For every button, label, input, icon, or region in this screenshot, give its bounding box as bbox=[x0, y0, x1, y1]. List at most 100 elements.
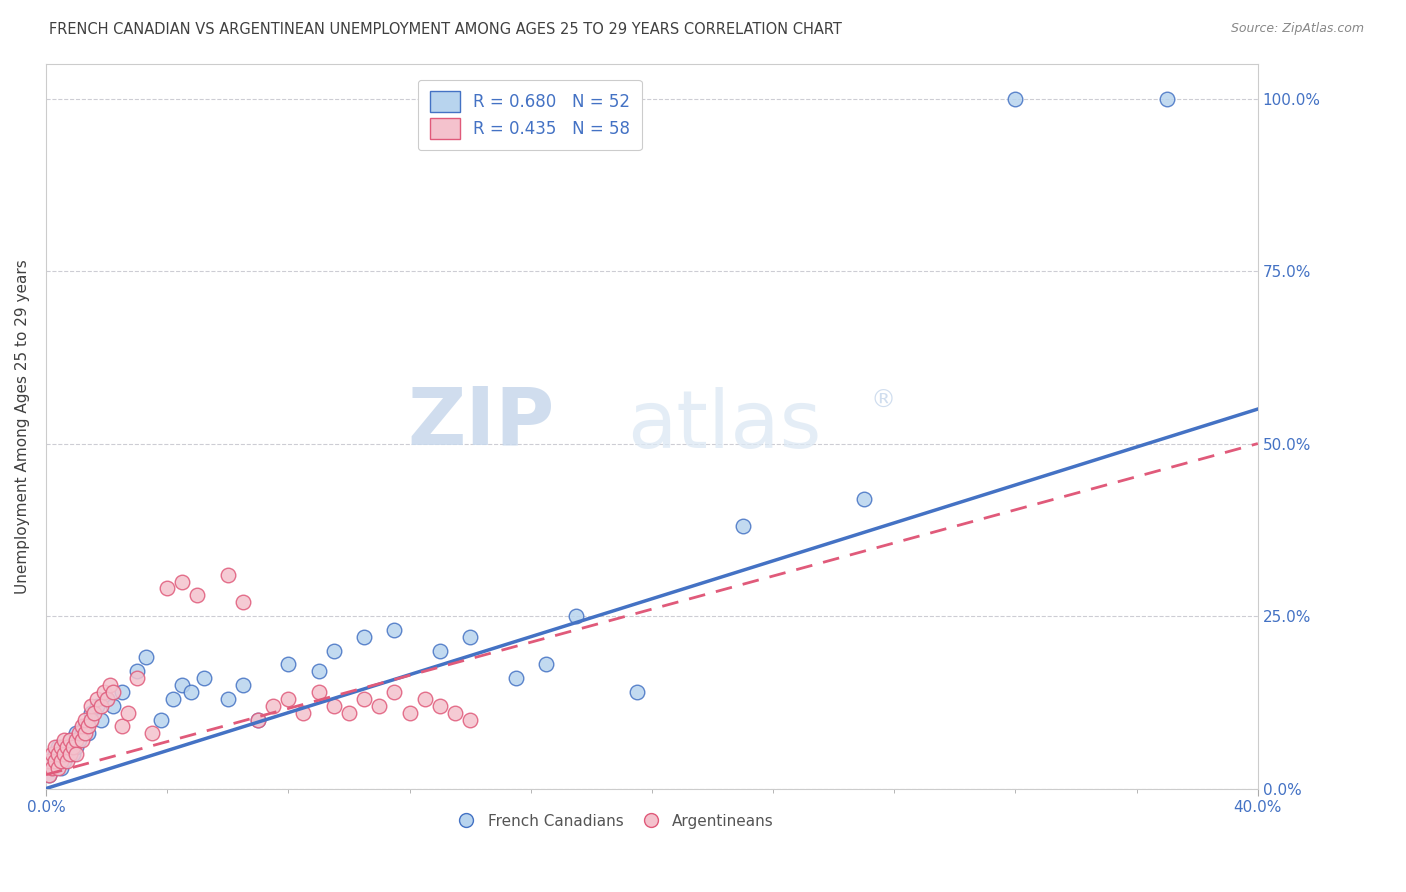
Point bbox=[62, 740, 84, 755]
Point bbox=[65, 740, 87, 755]
Point bbox=[368, 698, 391, 713]
Point bbox=[41, 761, 63, 775]
Point bbox=[41, 761, 63, 775]
Point bbox=[413, 691, 436, 706]
Point bbox=[89, 713, 111, 727]
Point bbox=[46, 761, 69, 775]
Point bbox=[65, 733, 87, 747]
Point bbox=[444, 706, 467, 720]
Point bbox=[96, 691, 118, 706]
Point bbox=[46, 747, 69, 761]
Text: ®: ® bbox=[870, 389, 896, 413]
Point bbox=[308, 665, 330, 679]
Point bbox=[53, 733, 76, 747]
Point bbox=[186, 588, 208, 602]
Point bbox=[337, 706, 360, 720]
Point bbox=[67, 726, 90, 740]
Point bbox=[117, 706, 139, 720]
Point bbox=[56, 747, 79, 761]
Point bbox=[77, 726, 100, 740]
Point bbox=[111, 719, 134, 733]
Text: atlas: atlas bbox=[627, 387, 821, 466]
Point bbox=[156, 582, 179, 596]
Point bbox=[44, 761, 66, 775]
Point bbox=[56, 740, 79, 755]
Point bbox=[384, 685, 406, 699]
Point bbox=[322, 698, 344, 713]
Point bbox=[59, 733, 82, 747]
Point bbox=[44, 740, 66, 755]
Point bbox=[62, 747, 84, 761]
Point bbox=[49, 740, 72, 755]
Point bbox=[150, 713, 173, 727]
Y-axis label: Unemployment Among Ages 25 to 29 years: Unemployment Among Ages 25 to 29 years bbox=[15, 259, 30, 594]
Point bbox=[247, 713, 270, 727]
Point bbox=[101, 685, 124, 699]
Point bbox=[262, 698, 284, 713]
Point bbox=[172, 574, 194, 589]
Point bbox=[232, 678, 254, 692]
Point bbox=[65, 726, 87, 740]
Point bbox=[384, 623, 406, 637]
Point bbox=[46, 740, 69, 755]
Point bbox=[56, 754, 79, 768]
Point bbox=[429, 698, 451, 713]
Point bbox=[277, 691, 299, 706]
Point bbox=[458, 630, 481, 644]
Point bbox=[429, 643, 451, 657]
Point bbox=[80, 713, 103, 727]
Point bbox=[96, 691, 118, 706]
Point bbox=[53, 747, 76, 761]
Point bbox=[626, 685, 648, 699]
Point bbox=[41, 747, 63, 761]
Point bbox=[505, 671, 527, 685]
Point bbox=[135, 650, 157, 665]
Point bbox=[193, 671, 215, 685]
Point bbox=[101, 698, 124, 713]
Point bbox=[86, 691, 108, 706]
Point bbox=[125, 671, 148, 685]
Point bbox=[353, 691, 375, 706]
Point bbox=[80, 706, 103, 720]
Point bbox=[353, 630, 375, 644]
Point bbox=[49, 754, 72, 768]
Point bbox=[534, 657, 557, 672]
Point bbox=[53, 754, 76, 768]
Point bbox=[75, 719, 97, 733]
Point bbox=[38, 768, 60, 782]
Point bbox=[72, 733, 94, 747]
Point bbox=[75, 726, 97, 740]
Text: FRENCH CANADIAN VS ARGENTINEAN UNEMPLOYMENT AMONG AGES 25 TO 29 YEARS CORRELATIO: FRENCH CANADIAN VS ARGENTINEAN UNEMPLOYM… bbox=[49, 22, 842, 37]
Point bbox=[38, 754, 60, 768]
Point bbox=[247, 713, 270, 727]
Point bbox=[59, 747, 82, 761]
Point bbox=[141, 726, 163, 740]
Point bbox=[59, 733, 82, 747]
Text: Source: ZipAtlas.com: Source: ZipAtlas.com bbox=[1230, 22, 1364, 36]
Point bbox=[852, 491, 875, 506]
Point bbox=[80, 713, 103, 727]
Point bbox=[49, 761, 72, 775]
Point bbox=[83, 706, 105, 720]
Point bbox=[172, 678, 194, 692]
Point bbox=[77, 719, 100, 733]
Point bbox=[38, 768, 60, 782]
Point bbox=[308, 685, 330, 699]
Point bbox=[80, 698, 103, 713]
Point bbox=[111, 685, 134, 699]
Text: ZIP: ZIP bbox=[408, 384, 555, 462]
Point bbox=[217, 691, 239, 706]
Point bbox=[44, 754, 66, 768]
Point bbox=[162, 691, 184, 706]
Point bbox=[1156, 91, 1178, 105]
Point bbox=[46, 754, 69, 768]
Point bbox=[41, 754, 63, 768]
Point bbox=[1004, 91, 1026, 105]
Point bbox=[72, 726, 94, 740]
Point bbox=[232, 595, 254, 609]
Point bbox=[458, 713, 481, 727]
Point bbox=[98, 678, 121, 692]
Point bbox=[217, 567, 239, 582]
Point bbox=[292, 706, 315, 720]
Point bbox=[180, 685, 202, 699]
